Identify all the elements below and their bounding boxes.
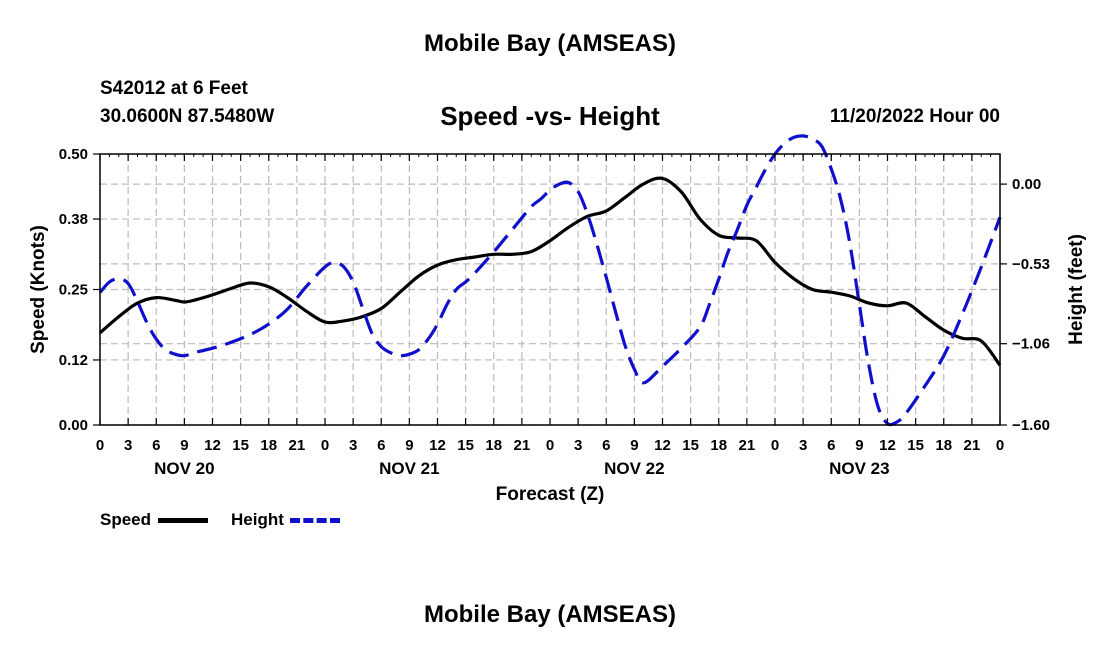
y2-tick-label: −1.60 (1012, 417, 1050, 434)
legend-height: Height (231, 510, 340, 530)
x-tick-label: 0 (96, 437, 104, 454)
ticks-layer (93, 153, 1007, 426)
footer-title: Mobile Bay (AMSEAS) (423, 601, 677, 628)
x-tick-label: 21 (739, 437, 756, 454)
series-line-speed (98, 176, 1002, 367)
x-tick-label: 15 (907, 437, 924, 454)
x-tick-label: 21 (964, 437, 981, 454)
x-tick-label: 12 (654, 437, 671, 454)
y-tick-label: 0.38 (59, 211, 88, 228)
x-tick-label: 6 (602, 437, 610, 454)
y-tick-label: 0.50 (59, 146, 88, 163)
y2-tick-label: −1.06 (1012, 336, 1050, 353)
x-tick-label: 0 (321, 437, 329, 454)
y-axis-title: Speed (Knots) (28, 225, 49, 354)
chart-canvas: 0 3 6 9 12 15 18 21 0 3 6 9 12 15 18 21 0 3 6 9 12 15 18 21 0 3 6 9… (28, 134, 1087, 505)
y-tick-label: 0.12 (59, 352, 88, 369)
x-tick-label: 6 (377, 437, 385, 454)
day-label: NOV 20 (154, 459, 214, 478)
legend-height-swatch (289, 518, 340, 524)
series-layer (98, 134, 1002, 427)
x-tick-label: 21 (514, 437, 531, 454)
x-tick-label: 3 (349, 437, 357, 454)
x-tick-label: 0 (771, 437, 779, 454)
legend-speed-swatch (157, 518, 208, 524)
x-tick-label: 0 (546, 437, 554, 454)
y2-axis-title: Height (feet) (1066, 234, 1087, 345)
x-tick-label: 18 (485, 437, 502, 454)
day-label: NOV 21 (379, 459, 439, 478)
x-tick-label: 12 (429, 437, 446, 454)
x-tick-label: 3 (124, 437, 132, 454)
main-title: Mobile Bay (AMSEAS) (423, 30, 677, 57)
x-tick-label: 18 (260, 437, 277, 454)
x-tick-label: 18 (710, 437, 727, 454)
series-line-height (98, 134, 1002, 427)
chart-subtitle: Speed -vs- Height (440, 101, 660, 131)
x-tick-label: 9 (630, 437, 638, 454)
x-tick-label: 6 (152, 437, 160, 454)
x-tick-label: 9 (855, 437, 863, 454)
day-label: NOV 23 (829, 459, 889, 478)
grid-layer (100, 154, 1000, 426)
y-tick-label: 0.25 (59, 282, 88, 299)
x-tick-label: 15 (682, 437, 699, 454)
x-tick-label: 18 (935, 437, 952, 454)
x-tick-label: 21 (289, 437, 306, 454)
x-tick-label: 12 (204, 437, 221, 454)
coordinates-label: 30.0600N 87.5480W (100, 106, 275, 127)
x-tick-label: 3 (799, 437, 807, 454)
y-tick-label: 0.00 (59, 417, 88, 434)
legend-speed-label: Speed (100, 510, 152, 529)
x-tick-label: 9 (180, 437, 188, 454)
x-tick-label: 3 (574, 437, 582, 454)
y2-tick-label: 0.00 (1012, 176, 1041, 193)
day-label: NOV 22 (604, 459, 664, 478)
x-tick-label: 0 (996, 437, 1004, 454)
y2-tick-label: −0.53 (1012, 256, 1050, 273)
x-tick-label: 15 (457, 437, 474, 454)
x-tick-label: 12 (879, 437, 896, 454)
legend-speed: Speed (100, 510, 208, 530)
labels-layer: 0 3 6 9 12 15 18 21 0 3 6 9 12 15 18 21 0 3 6 9 12 15 18 21 0 3 6 9… (28, 146, 1087, 505)
legend-height-label: Height (231, 510, 284, 529)
x-axis-title: Forecast (Z) (496, 484, 605, 505)
x-tick-label: 9 (405, 437, 413, 454)
x-tick-label: 6 (827, 437, 835, 454)
forecast-datetime: 11/20/2022 Hour 00 (829, 106, 1000, 127)
station-label: S42012 at 6 Feet (100, 78, 248, 99)
x-tick-label: 15 (232, 437, 249, 454)
